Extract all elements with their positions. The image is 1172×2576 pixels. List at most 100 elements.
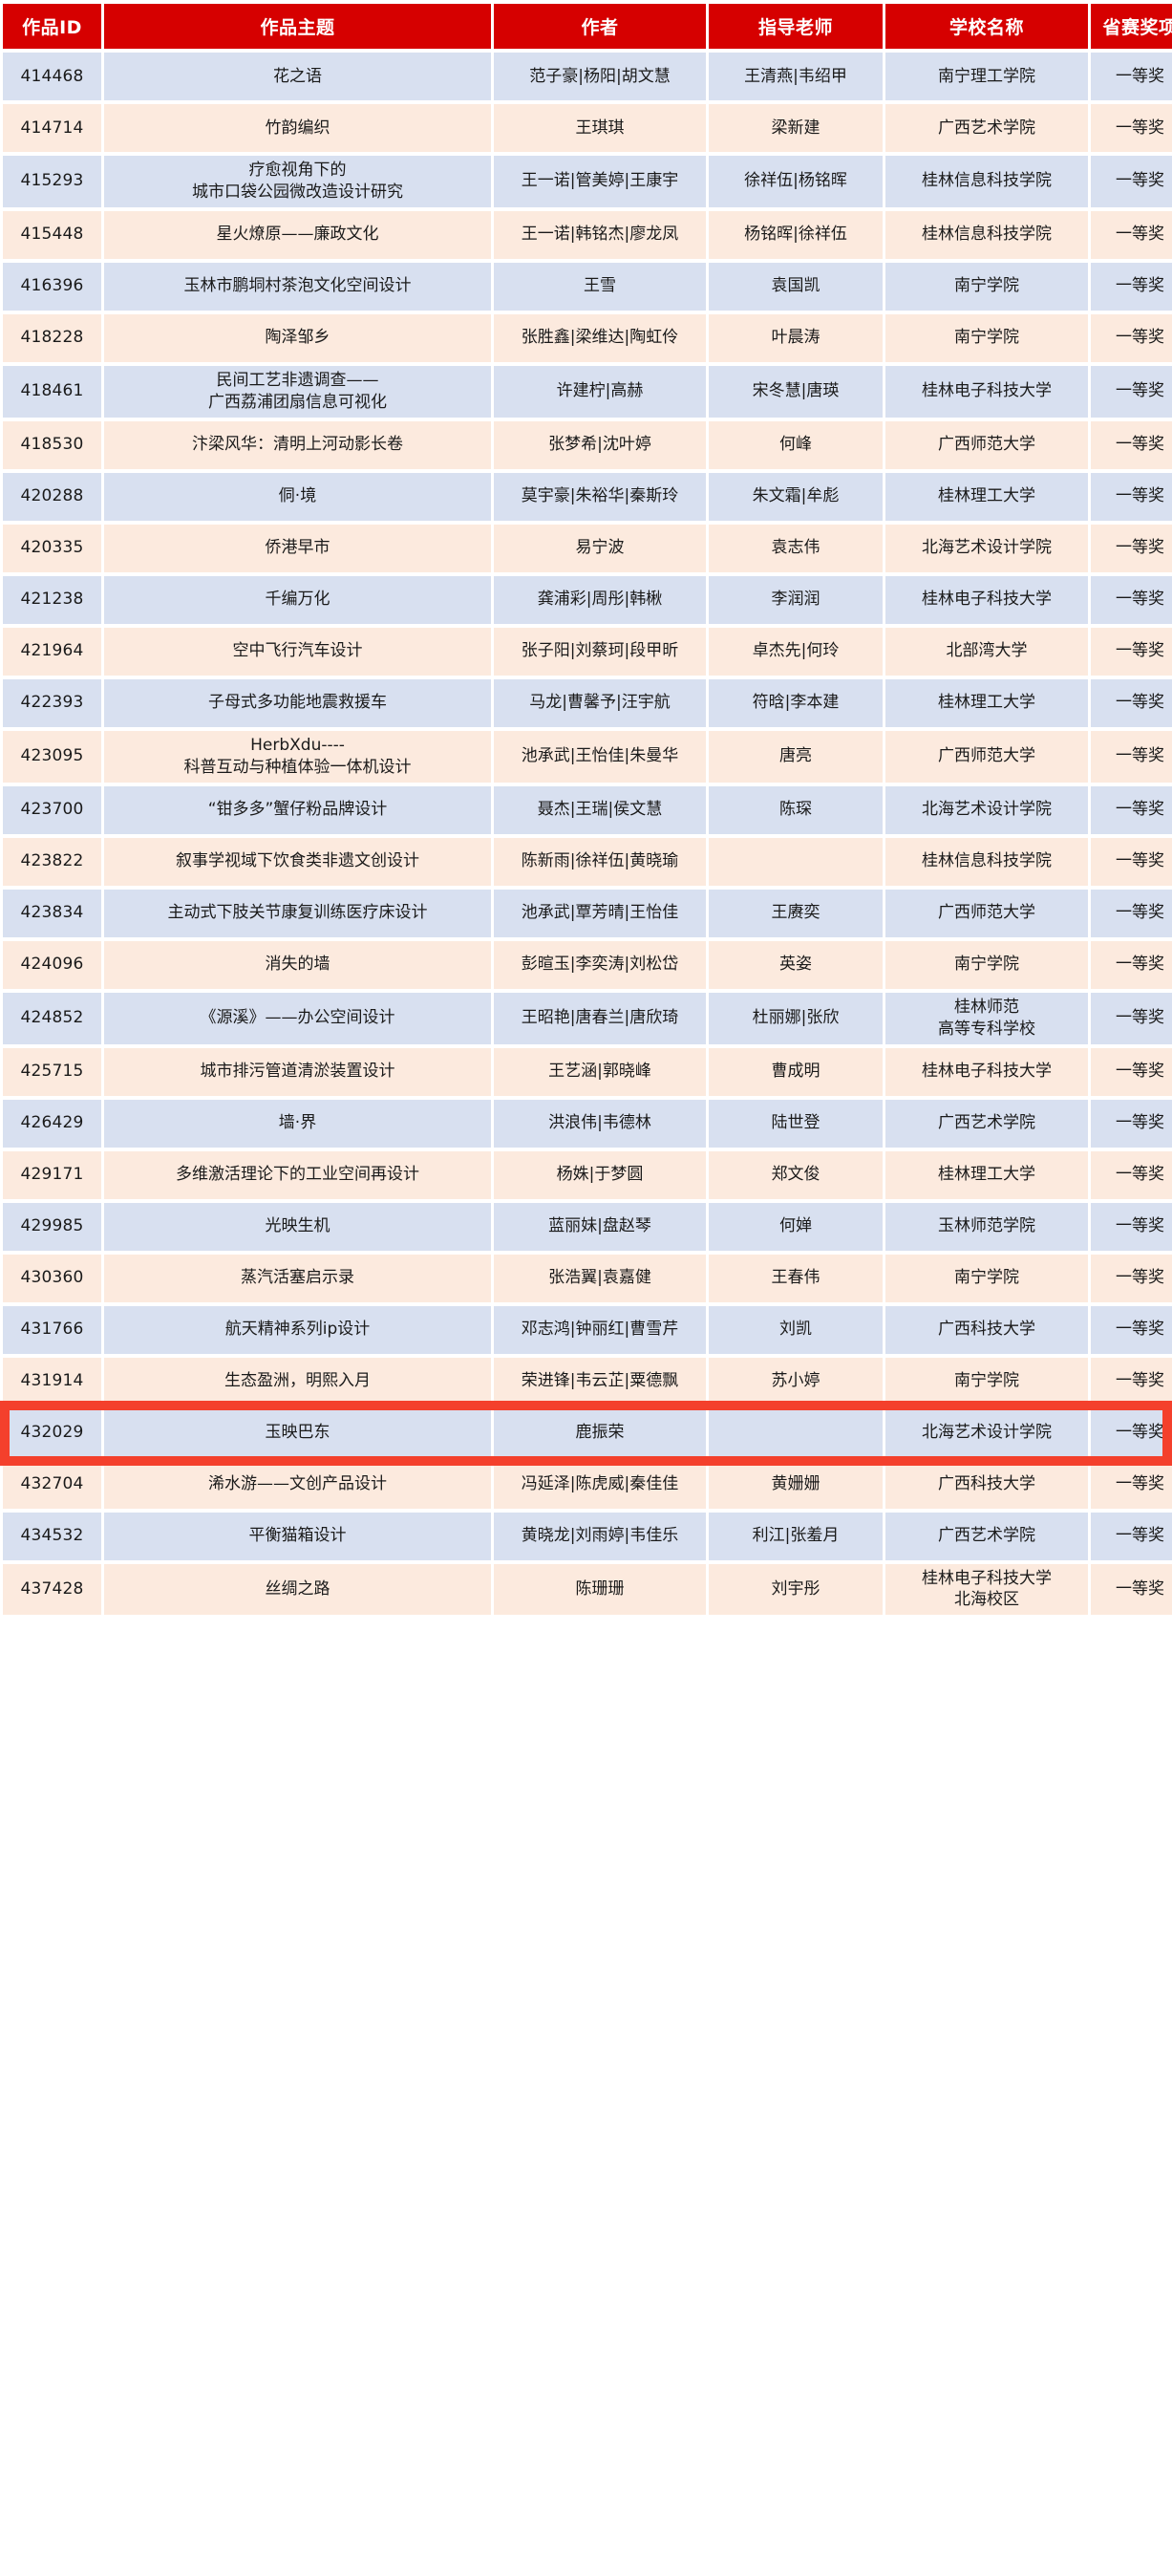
cell-author: 马龙|曹馨予|汪宇航 [494,678,706,727]
cell-author: 王雪 [494,262,706,311]
table-row[interactable]: 415293 疗愈视角下的 城市口袋公园微改造设计研究 王一诺|管美婷|王康宇 徐祥伍|… [3,156,1172,207]
cell-school: 桂林信息科技学院 [885,156,1088,207]
table-row[interactable]: 426429 墙·界 洪浪伟|韦德林 陆世登 广西艺术学院 一等奖 [3,1099,1172,1148]
cell-school: 广西艺术学院 [885,104,1088,152]
cell-id: 437428 [3,1563,101,1616]
table-row[interactable]: 420288 侗·境 莫宇豪|朱裕华|秦斯玲 朱文霜|牟彪 桂林理工大学 一等奖 [3,472,1172,521]
cell-award: 一等奖 [1091,420,1172,469]
column-header-author: 作者 [494,4,706,49]
table-row[interactable]: 418530 汴梁风华：清明上河动影长卷 张梦希|沈叶婷 何峰 广西师范大学 一等奖 [3,420,1172,469]
cell-id: 414468 [3,53,101,100]
table-row[interactable]: 414468 花之语 范子豪|杨阳|胡文慧 王清燕|韦绍甲 南宁理工学院 一等奖 [3,53,1172,100]
cell-author: 范子豪|杨阳|胡文慧 [494,53,706,100]
header-row: 作品ID 作品主题 作者 指导老师 学校名称 省赛奖项 [3,4,1172,49]
cell-author: 王琪琪 [494,104,706,152]
cell-teacher: 英姿 [709,940,883,989]
table-row[interactable]: 431914 生态盈洲，明熙入月 荣进锋|韦云芷|粟德飘 苏小婷 南宁学院 一等奖 [3,1357,1172,1406]
table-row[interactable]: 418461 民间工艺非遗调查—— 广西荔浦团扇信息可视化 许建柠|高赫 宋冬慧|唐瑛桂… [3,365,1172,418]
cell-school: 北海艺术设计学院 [885,785,1088,834]
cell-author: 陈新雨|徐祥伍|黄晓瑜 [494,837,706,886]
table-row[interactable]: 421238 千编万化 龚浦彩|周彤|韩楸 李润润 桂林电子科技大学 一等奖 [3,575,1172,624]
table-row[interactable]: 429985 光映生机 蓝丽妹|盘赵琴 何婵 玉林师范学院 一等奖 [3,1202,1172,1251]
table-row[interactable]: 432704 浠水游——文创产品设计 冯延泽|陈虎威|秦佳佳 黄姗姗 广西科技大学 一等奖 [3,1460,1172,1509]
cell-school: 桂林电子科技大学 [885,575,1088,624]
table-row[interactable]: 414714 竹韵编织 王琪琪 梁新建 广西艺术学院 一等奖 [3,104,1172,152]
table-row[interactable]: 423700 “钳多多”蟹仔粉品牌设计 聂杰|王瑞|侯文慧 陈琛 北海艺术设计学院 一等奖 [3,785,1172,834]
cell-teacher: 黄姗姗 [709,1460,883,1509]
cell-id: 430360 [3,1254,101,1302]
cell-line: 桂林电子科技大学 [922,1568,1052,1588]
table-row[interactable]: 423822 叙事学视域下饮食类非遗文创设计 陈新雨|徐祥伍|黄晓瑜 桂林信息科技学院… [3,837,1172,886]
cell-award: 一等奖 [1091,1512,1172,1560]
cell-id: 423700 [3,785,101,834]
cell-title: 星火燎原——廉政文化 [104,210,491,259]
table-row[interactable]: 423095 HerbXdu---- 科普互动与种植体验一体机设计 池承武|王怡佳|朱… [3,730,1172,783]
cell-teacher: 何婵 [709,1202,883,1251]
table-row[interactable]: 430360 蒸汽活塞启示录 张浩翼|袁嘉健 王春伟 南宁学院 一等奖 [3,1254,1172,1302]
cell-school: 桂林信息科技学院 [885,210,1088,259]
cell-line: 高等专科学校 [938,1019,1035,1039]
cell-id: 418461 [3,365,101,418]
cell-award: 一等奖 [1091,1357,1172,1406]
cell-id: 423095 [3,730,101,783]
table-row[interactable]: 424852 《源溪》——办公空间设计 王昭艳|唐春兰|唐欣琦 杜丽娜|张欣 桂林师范高… [3,992,1172,1044]
table-row[interactable]: 416396 玉林市鹏垌村茶泡文化空间设计 王雪 袁国凯 南宁学院 一等奖 [3,262,1172,311]
cell-award: 一等奖 [1091,472,1172,521]
cell-teacher: 杜丽娜|张欣 [709,992,883,1044]
table-row[interactable]: 429171 多维激活理论下的工业空间再设计 杨姝|于梦圆 郑文俊 桂林理工大学 一等奖 [3,1150,1172,1199]
cell-line: 桂林师范 [954,997,1019,1017]
cell-award: 一等奖 [1091,730,1172,783]
table-row[interactable]: 425715 城市排污管道清淤装置设计 王艺涵|郭晓峰 曹成明 桂林电子科技大学 一等奖 [3,1047,1172,1096]
cell-teacher: 苏小婷 [709,1357,883,1406]
column-header-id: 作品ID [3,4,101,49]
cell-title: 玉映巴东 [104,1408,491,1457]
table-row[interactable]: 431766 航天精神系列ip设计 邓志鸿|钟丽红|曹雪芹 刘凯 广西科技大学 一等奖 [3,1305,1172,1354]
table-row[interactable]: 420335 侨港早市 易宁波 袁志伟 北海艺术设计学院 一等奖 [3,524,1172,572]
table-row-highlighted[interactable]: 432029 玉映巴东 鹿振荣 北海艺术设计学院 一等奖 [3,1408,1172,1457]
cell-title: 竹韵编织 [104,104,491,152]
cell-title: 蒸汽活塞启示录 [104,1254,491,1302]
cell-school: 桂林理工大学 [885,472,1088,521]
cell-line: 疗愈视角下的 [248,161,347,180]
cell-author: 龚浦彩|周彤|韩楸 [494,575,706,624]
cell-title: 玉林市鹏垌村茶泡文化空间设计 [104,262,491,311]
table-row[interactable]: 422393 子母式多功能地震救援车 马龙|曹馨予|汪宇航 符晗|李本建 桂林理工大学一… [3,678,1172,727]
cell-id: 424096 [3,940,101,989]
cell-title: 疗愈视角下的 城市口袋公园微改造设计研究 [104,156,491,207]
cell-author: 洪浪伟|韦德林 [494,1099,706,1148]
table-row[interactable]: 418228 陶泽邹乡 张胜鑫|梁维达|陶虹伶 叶晨涛 南宁学院 一等奖 [3,313,1172,362]
cell-school: 桂林理工大学 [885,678,1088,727]
award-results-table: 作品ID 作品主题 作者 指导老师 学校名称 省赛奖项 414468 花之语 范子豪… [3,4,1172,1616]
cell-author: 池承武|王怡佳|朱曼华 [494,730,706,783]
cell-author: 张梦希|沈叶婷 [494,420,706,469]
cell-author: 陈珊珊 [494,1563,706,1616]
table-row[interactable]: 423834 主动式下肢关节康复训练医疗床设计 池承武|覃芳晴|王怡佳 王赓奕 广西师范… [3,889,1172,937]
cell-school: 广西科技大学 [885,1460,1088,1509]
cell-school: 广西师范大学 [885,420,1088,469]
cell-id: 423834 [3,889,101,937]
table-row[interactable]: 421964 空中飞行汽车设计 张子阳|刘蔡珂|段甲昕 卓杰先|何玲 北部湾大学 一等奖 [3,627,1172,676]
cell-school: 桂林师范 高等专科学校 [885,992,1088,1044]
cell-award: 一等奖 [1091,1563,1172,1616]
cell-author: 张子阳|刘蔡珂|段甲昕 [494,627,706,676]
table-row[interactable]: 437428 丝绸之路 陈珊珊 刘宇彤 桂林电子科技大学 北海校区 一等奖 [3,1563,1172,1616]
cell-line: 民间工艺非遗调查—— [216,370,379,390]
cell-teacher: 利江|张羞月 [709,1512,883,1560]
cell-teacher: 叶晨涛 [709,313,883,362]
cell-teacher: 刘凯 [709,1305,883,1354]
cell-school: 广西师范大学 [885,730,1088,783]
cell-award: 一等奖 [1091,992,1172,1044]
cell-teacher: 袁志伟 [709,524,883,572]
cell-school: 南宁学院 [885,262,1088,311]
table-row[interactable]: 434532 平衡猫箱设计 黄晓龙|刘雨婷|韦佳乐 利江|张羞月 广西艺术学院 一等奖 [3,1512,1172,1560]
cell-author: 易宁波 [494,524,706,572]
table-row[interactable]: 415448 星火燎原——廉政文化 王一诺|韩铭杰|廖龙凤 杨铭晖|徐祥伍 桂林信息科技… [3,210,1172,259]
cell-award: 一等奖 [1091,1047,1172,1096]
cell-title: 丝绸之路 [104,1563,491,1616]
cell-teacher: 徐祥伍|杨铭晖 [709,156,883,207]
cell-teacher: 王赓奕 [709,889,883,937]
cell-award: 一等奖 [1091,785,1172,834]
table-row[interactable]: 424096 消失的墙 彭暄玉|李奕涛|刘松岱 英姿 南宁学院 一等奖 [3,940,1172,989]
cell-line: 科普互动与种植体验一体机设计 [183,757,412,777]
cell-school: 桂林电子科技大学 [885,1047,1088,1096]
